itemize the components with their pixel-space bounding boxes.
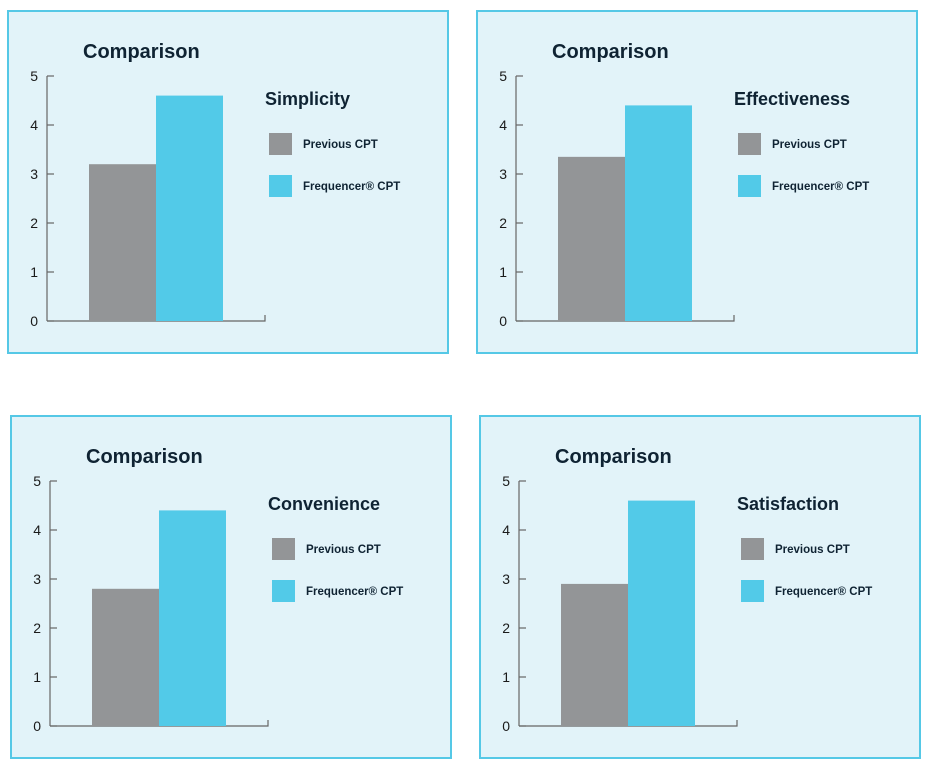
chart-title: Comparison — [86, 446, 203, 468]
y-tick-label: 3 — [502, 571, 510, 587]
legend-swatch-previous — [269, 133, 292, 155]
legend-swatch-previous — [738, 133, 761, 155]
y-tick-label: 0 — [30, 313, 38, 329]
y-tick-label: 3 — [33, 571, 41, 587]
legend-label-frequencer: Frequencer® CPT — [772, 181, 869, 193]
y-tick-label: 1 — [30, 264, 38, 280]
bar-previous-cpt — [561, 583, 628, 726]
legend-label-frequencer: Frequencer® CPT — [306, 586, 403, 598]
bar-chart: Comparison 0 1 2 3 4 5 Satisfaction Previous CPT… — [502, 446, 872, 734]
y-tick-label: 2 — [502, 620, 510, 636]
chart-title: Comparison — [83, 41, 200, 63]
legend-label-previous: Previous CPT — [775, 544, 850, 556]
bar-previous-cpt — [89, 164, 156, 321]
metric-label: Simplicity — [265, 89, 350, 109]
y-tick-label: 4 — [30, 117, 38, 133]
y-tick-label: 4 — [502, 522, 510, 538]
bar-frequencer-cpt — [628, 500, 695, 726]
y-tick-label: 4 — [499, 117, 507, 133]
metric-label: Effectiveness — [734, 89, 850, 109]
legend-swatch-previous — [272, 538, 295, 560]
y-tick-label: 1 — [33, 669, 41, 685]
legend-swatch-frequencer — [741, 580, 764, 602]
chart-panel-convenience: Comparison 0 1 2 3 4 5 Convenience Previous CPT F… — [10, 415, 452, 759]
y-tick-label: 1 — [502, 669, 510, 685]
bar-previous-cpt — [558, 156, 625, 321]
metric-label: Convenience — [268, 494, 380, 514]
legend-label-frequencer: Frequencer® CPT — [775, 586, 872, 598]
y-tick-label: 0 — [33, 718, 41, 734]
y-tick-label: 4 — [33, 522, 41, 538]
legend-swatch-frequencer — [269, 175, 292, 197]
legend-label-previous: Previous CPT — [306, 544, 381, 556]
metric-label: Satisfaction — [737, 494, 839, 514]
bar-chart: Comparison 0 1 2 3 4 5 Simplicity Previous CPT Fr… — [30, 41, 400, 329]
bar-previous-cpt — [92, 588, 159, 726]
bar-chart: Comparison 0 1 2 3 4 5 Effectiveness Previous CP… — [499, 41, 869, 329]
y-tick-label: 2 — [30, 215, 38, 231]
bar-chart: Comparison 0 1 2 3 4 5 Convenience Previous CPT F… — [33, 446, 403, 734]
y-tick-label: 3 — [30, 166, 38, 182]
y-tick-label: 5 — [33, 473, 41, 489]
legend-label-previous: Previous CPT — [303, 139, 378, 151]
bar-frequencer-cpt — [625, 105, 692, 322]
y-tick-label: 3 — [499, 166, 507, 182]
chart-title: Comparison — [555, 446, 672, 468]
legend-swatch-previous — [741, 538, 764, 560]
y-tick-label: 5 — [499, 68, 507, 84]
chart-panel-satisfaction: Comparison 0 1 2 3 4 5 Satisfaction Previous CPT… — [479, 415, 921, 759]
legend-label-frequencer: Frequencer® CPT — [303, 181, 400, 193]
y-tick-label: 2 — [33, 620, 41, 636]
legend-label-previous: Previous CPT — [772, 139, 847, 151]
chart-panel-simplicity: Comparison 0 1 2 3 4 5 Simplicity Previous CPT Fr… — [7, 10, 449, 354]
y-tick-label: 2 — [499, 215, 507, 231]
y-tick-label: 5 — [30, 68, 38, 84]
y-tick-label: 1 — [499, 264, 507, 280]
legend-swatch-frequencer — [738, 175, 761, 197]
y-tick-label: 0 — [502, 718, 510, 734]
y-tick-label: 0 — [499, 313, 507, 329]
y-tick-label: 5 — [502, 473, 510, 489]
bar-frequencer-cpt — [159, 510, 226, 726]
chart-panel-effectiveness: Comparison 0 1 2 3 4 5 Effectiveness Previous CP… — [476, 10, 918, 354]
bar-frequencer-cpt — [156, 95, 223, 321]
chart-title: Comparison — [552, 41, 669, 63]
legend-swatch-frequencer — [272, 580, 295, 602]
